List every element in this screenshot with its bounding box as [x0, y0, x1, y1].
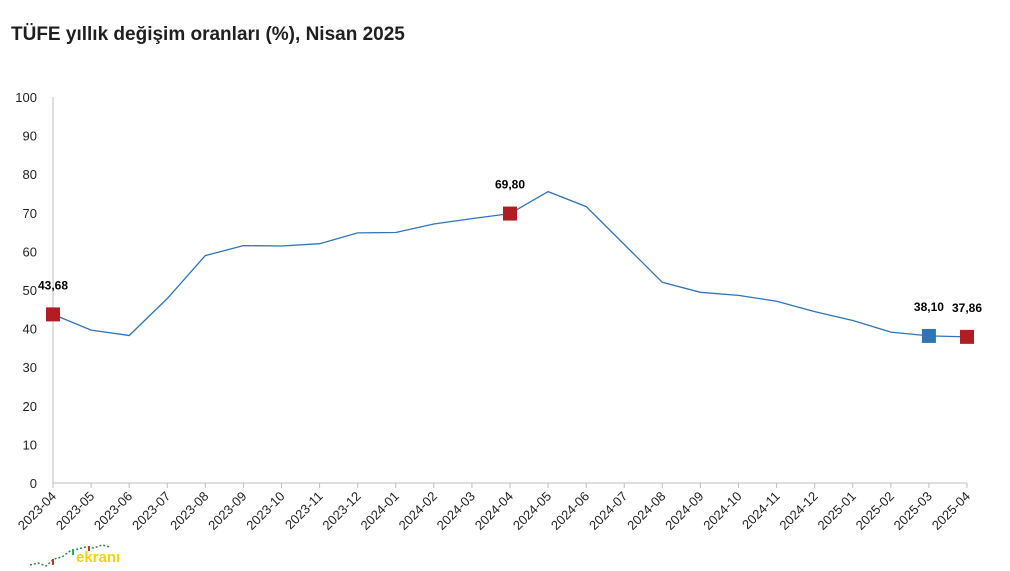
- data-marker: [46, 307, 60, 322]
- x-tick-label: 2025-04: [929, 489, 973, 533]
- x-tick-label: 2025-02: [853, 489, 897, 533]
- x-tick-label: 2023-09: [205, 489, 249, 533]
- x-tick-label: 2024-07: [586, 489, 630, 533]
- data-labels: 43,68 69,80 38,10 37,86: [38, 178, 982, 315]
- y-tick-label: 10: [23, 437, 37, 452]
- y-tick-label: 60: [23, 244, 37, 259]
- data-label: 43,68: [38, 278, 68, 292]
- data-marker: [503, 206, 517, 221]
- data-label: 69,80: [495, 178, 525, 192]
- watermark-text: ekranı: [76, 549, 121, 566]
- x-tick-label: 2024-12: [776, 489, 820, 533]
- y-tick-label: 50: [23, 283, 37, 298]
- watermark-logo: [29, 544, 111, 567]
- markers: [46, 206, 974, 344]
- x-tick-label: 2024-11: [739, 489, 783, 533]
- chart-title: TÜFE yıllık değişim oranları (%), Nisan …: [11, 24, 405, 45]
- x-tick-label: 2025-01: [815, 489, 859, 533]
- x-tick-label: 2024-04: [472, 489, 516, 533]
- data-label: 37,86: [952, 301, 982, 315]
- x-tick-label: 2023-10: [243, 489, 287, 533]
- x-tick-label: 2023-07: [129, 489, 173, 533]
- x-tick-label: 2023-11: [282, 489, 326, 533]
- x-tick-label: 2023-12: [319, 489, 363, 533]
- x-tick-label: 2024-03: [434, 489, 478, 533]
- x-tick-label: 2024-02: [396, 489, 440, 533]
- x-tick-label: 2023-04: [15, 489, 59, 533]
- x-tick-label: 2023-06: [91, 489, 135, 533]
- y-tick-label: 30: [23, 360, 37, 375]
- x-tick-label: 2024-08: [624, 489, 668, 533]
- y-tick-label: 40: [23, 322, 37, 337]
- data-marker: [921, 328, 936, 343]
- x-tick-label: 2024-09: [662, 489, 706, 533]
- x-tick-label: 2025-03: [891, 489, 935, 533]
- y-tick-label: 90: [23, 129, 37, 144]
- x-tick-label: 2023-08: [167, 489, 211, 533]
- y-tick-label: 80: [23, 167, 37, 182]
- x-tick-label: 2024-01: [358, 489, 402, 533]
- y-tick-label: 0: [30, 476, 37, 491]
- y-tick-label: 100: [15, 90, 37, 105]
- axes: 01020304050607080901002023-042023-052023…: [15, 90, 973, 533]
- data-label: 38,10: [914, 300, 944, 314]
- x-tick-label: 2024-05: [510, 489, 554, 533]
- x-tick-label: 2024-10: [700, 489, 744, 533]
- y-tick-label: 20: [23, 399, 37, 414]
- x-tick-label: 2024-06: [548, 489, 592, 533]
- x-tick-label: 2023-05: [53, 489, 97, 533]
- y-tick-label: 70: [23, 206, 37, 221]
- data-marker: [960, 329, 974, 344]
